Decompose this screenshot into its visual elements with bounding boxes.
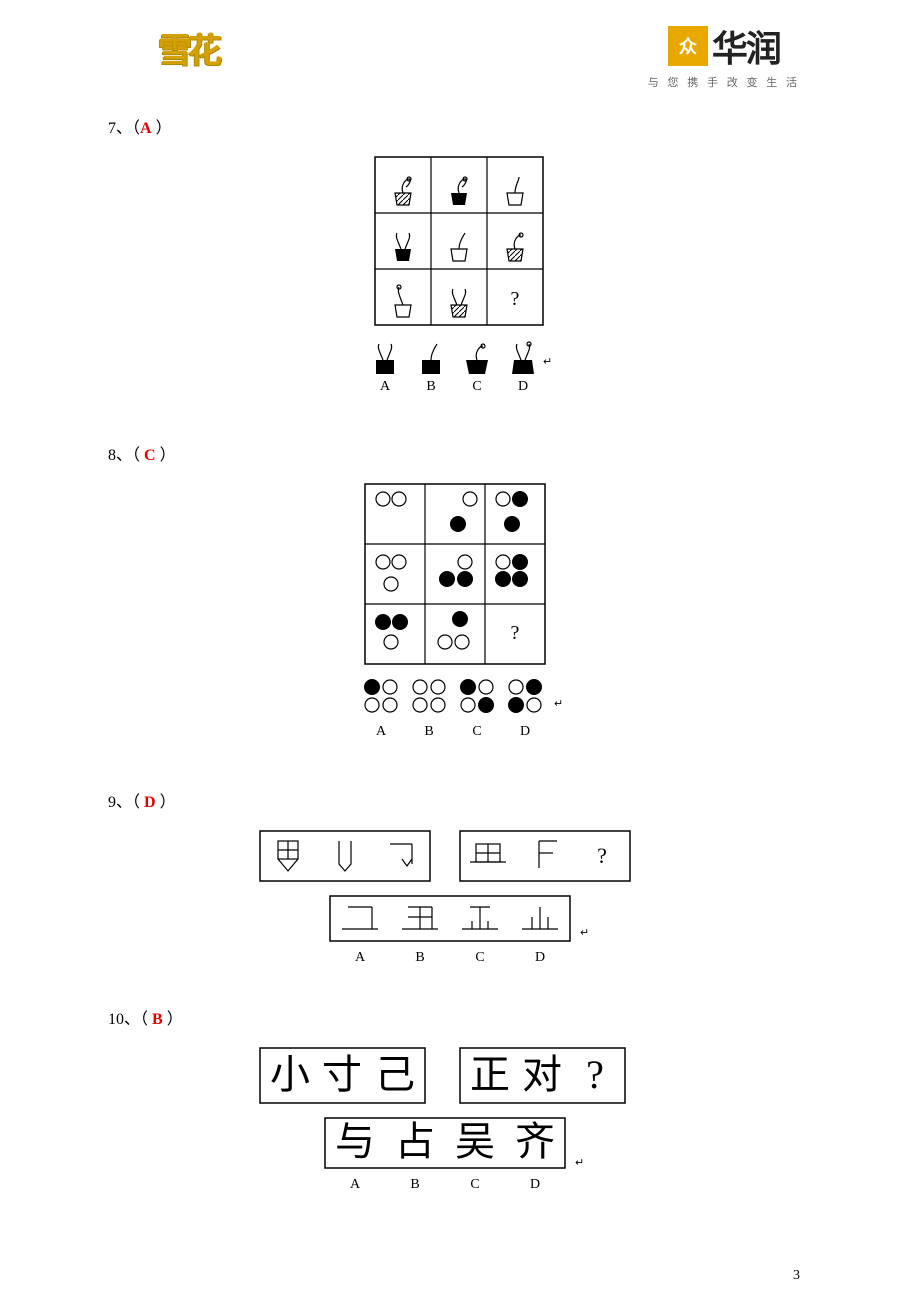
svg-text:D: D — [518, 379, 528, 394]
svg-text:己: 己 — [375, 1052, 415, 1097]
svg-text:与: 与 — [335, 1119, 375, 1164]
svg-text:D: D — [520, 724, 530, 739]
huarun-logo-text: 华润 — [712, 20, 780, 72]
svg-text:↵: ↵ — [543, 356, 552, 368]
svg-text:?: ? — [511, 288, 520, 310]
svg-text:D: D — [530, 1177, 540, 1192]
svg-text:B: B — [426, 379, 435, 394]
svg-text:小: 小 — [270, 1052, 310, 1097]
question-number: 8 — [108, 447, 116, 464]
question-7: 7、（A ） — [108, 114, 920, 138]
punct: 、（ — [116, 794, 144, 811]
svg-text:?: ? — [586, 1052, 604, 1097]
svg-text:对: 对 — [522, 1052, 562, 1097]
answer-letter: A — [140, 120, 152, 137]
huarun-logo: 众 华润 与 您 携 手 改 变 生 活 — [648, 20, 800, 90]
figure-9: ? — [0, 826, 920, 981]
svg-text:A: A — [380, 379, 391, 394]
huarun-mark-icon: 众 — [668, 26, 708, 66]
svg-text:D: D — [535, 950, 545, 965]
answer-letter: D — [144, 794, 156, 811]
svg-text:A: A — [376, 724, 387, 739]
svg-text:齐: 齐 — [515, 1119, 555, 1164]
svg-text:?: ? — [511, 622, 520, 644]
punct: ） — [152, 120, 172, 137]
huarun-slogan: 与 您 携 手 改 变 生 活 — [648, 74, 800, 90]
svg-text:占: 占 — [395, 1119, 435, 1164]
svg-text:A: A — [350, 1177, 361, 1192]
punct: 、（ — [116, 120, 140, 137]
answer-letter: B — [152, 1011, 163, 1028]
question-9: 9、（ D ） — [108, 788, 920, 812]
figure-7: ? — [0, 152, 920, 417]
svg-text:C: C — [475, 950, 484, 965]
page-number: 3 — [793, 1268, 800, 1284]
punct: ） — [156, 447, 176, 464]
huarun-logo-top: 众 华润 — [668, 20, 780, 72]
svg-text:吴: 吴 — [455, 1119, 495, 1164]
svg-text:C: C — [472, 379, 481, 394]
svg-text:B: B — [410, 1177, 419, 1192]
question-number: 10 — [108, 1011, 124, 1028]
svg-text:B: B — [415, 950, 424, 965]
svg-text:正: 正 — [470, 1052, 510, 1097]
svg-text:↵: ↵ — [554, 698, 563, 710]
punct: ） — [156, 794, 176, 811]
document-page: 雪花 众 华润 与 您 携 手 改 变 生 活 7、（A ） — [0, 0, 920, 1302]
svg-text:↵: ↵ — [575, 1157, 584, 1169]
svg-text:A: A — [355, 950, 366, 965]
svg-text:↵: ↵ — [580, 927, 589, 939]
question-number: 9 — [108, 794, 116, 811]
question-number: 7 — [108, 120, 116, 137]
punct: 、（ — [116, 447, 144, 464]
answer-letter: C — [144, 447, 156, 464]
snowflake-logo: 雪花 — [145, 20, 231, 75]
punct: 、（ — [124, 1011, 152, 1028]
figure-8: ? ↵ A B C D — [0, 479, 920, 764]
page-header: 雪花 众 华润 与 您 携 手 改 变 生 活 — [0, 20, 920, 90]
figure-10: 小 寸 己 正 对 ? 与 占 吴 齐 A B C D ↵ — [0, 1043, 920, 1208]
question-10: 10、（ B ） — [108, 1005, 920, 1029]
svg-text:C: C — [470, 1177, 479, 1192]
punct: ） — [163, 1011, 183, 1028]
svg-text:C: C — [472, 724, 481, 739]
svg-text:?: ? — [597, 843, 607, 868]
svg-text:寸: 寸 — [322, 1052, 362, 1097]
question-8: 8、（ C ） — [108, 441, 920, 465]
svg-text:B: B — [424, 724, 433, 739]
